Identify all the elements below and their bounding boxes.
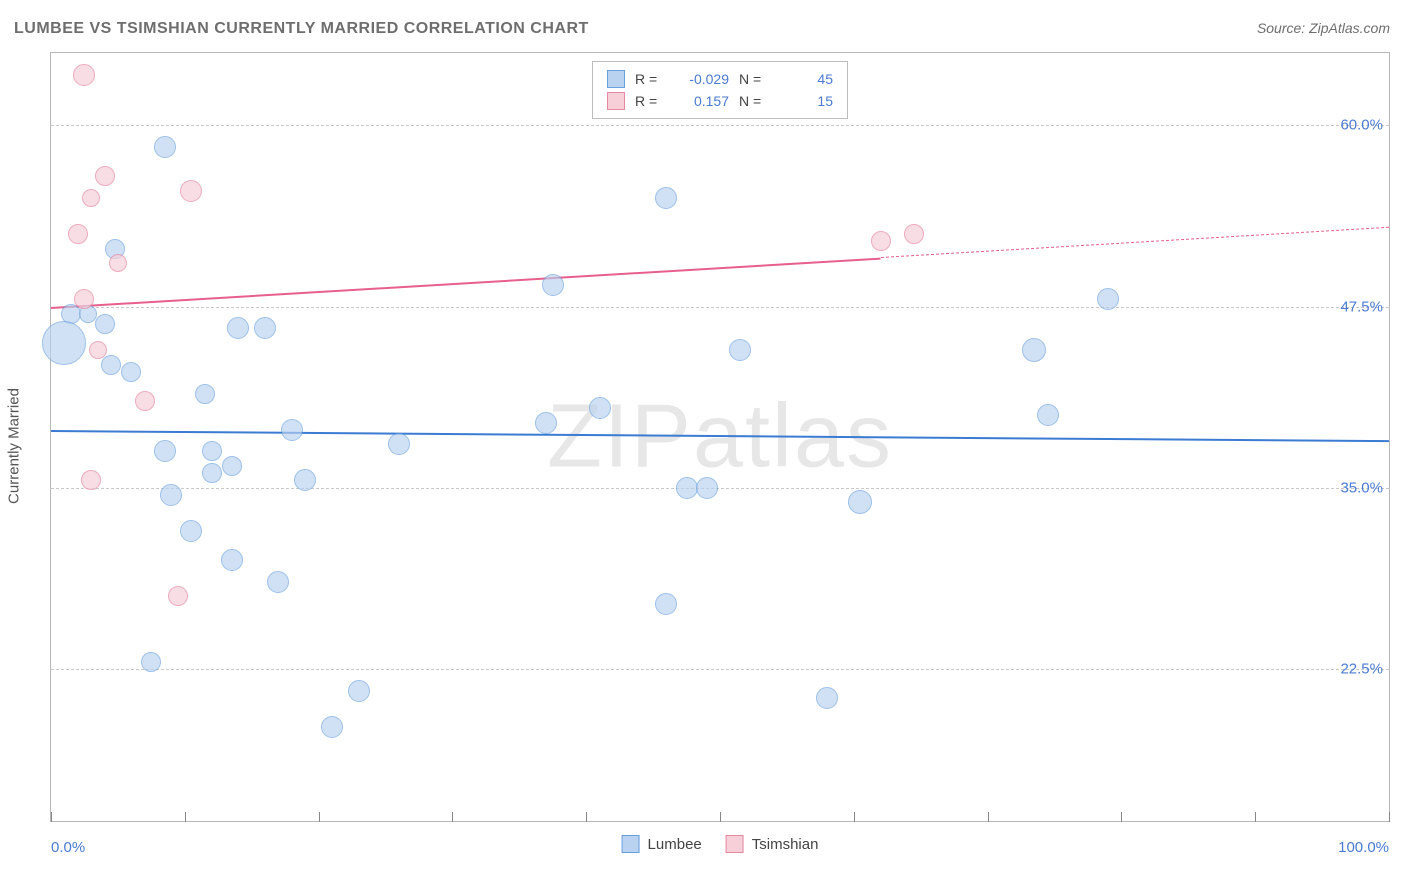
source-prefix: Source:	[1257, 20, 1309, 36]
data-point	[696, 477, 718, 499]
legend-row: R = 0.157 N = 15	[607, 90, 833, 112]
legend-label: Lumbee	[648, 836, 702, 853]
data-point	[542, 274, 564, 296]
data-point	[281, 419, 303, 441]
data-point	[729, 339, 751, 361]
data-point	[267, 571, 289, 593]
x-tick	[720, 812, 721, 822]
data-point	[321, 716, 343, 738]
data-point	[95, 314, 115, 334]
data-point	[676, 477, 698, 499]
x-tick	[185, 812, 186, 822]
trend-line	[51, 257, 881, 308]
y-tick-label: 60.0%	[1340, 117, 1383, 134]
data-point	[180, 520, 202, 542]
y-tick-label: 47.5%	[1340, 298, 1383, 315]
data-point	[1037, 404, 1059, 426]
data-point	[655, 593, 677, 615]
x-tick-label: 0.0%	[51, 839, 85, 856]
data-point	[121, 362, 141, 382]
data-point	[254, 317, 276, 339]
legend-n-value: 45	[777, 68, 833, 90]
gridline	[51, 125, 1389, 126]
legend-item: Lumbee	[622, 835, 702, 853]
data-point	[1097, 288, 1119, 310]
legend-swatch	[607, 70, 625, 88]
legend-n-label: N =	[739, 68, 767, 90]
data-point	[154, 440, 176, 462]
legend-label: Tsimshian	[752, 836, 819, 853]
legend-n-value: 15	[777, 90, 833, 112]
x-tick	[988, 812, 989, 822]
data-point	[227, 317, 249, 339]
legend-n-label: N =	[739, 90, 767, 112]
source-value: ZipAtlas.com	[1309, 20, 1390, 36]
data-point	[348, 680, 370, 702]
data-point	[154, 136, 176, 158]
data-point	[42, 321, 86, 365]
legend-r-label: R =	[635, 90, 663, 112]
data-point	[89, 341, 107, 359]
data-point	[294, 469, 316, 491]
data-point	[202, 441, 222, 461]
chart-title: LUMBEE VS TSIMSHIAN CURRENTLY MARRIED CO…	[14, 20, 589, 38]
data-point	[388, 433, 410, 455]
data-point	[180, 180, 202, 202]
gridline	[51, 307, 1389, 308]
source-label: Source: ZipAtlas.com	[1257, 20, 1390, 36]
correlation-legend: R = -0.029 N = 45 R = 0.157 N = 15	[592, 61, 848, 119]
legend-r-label: R =	[635, 68, 663, 90]
gridline	[51, 488, 1389, 489]
x-tick	[1255, 812, 1256, 822]
chart-container: LUMBEE VS TSIMSHIAN CURRENTLY MARRIED CO…	[0, 0, 1406, 892]
x-tick-label: 100.0%	[1338, 839, 1389, 856]
trend-line	[881, 227, 1389, 258]
data-point	[222, 456, 242, 476]
data-point	[848, 490, 872, 514]
data-point	[135, 391, 155, 411]
data-point	[81, 470, 101, 490]
data-point	[1022, 338, 1046, 362]
data-point	[816, 687, 838, 709]
plot-area: ZIPatlas R =-0.029N =45R =0.157N =15 Lum…	[50, 52, 1390, 822]
legend-swatch	[726, 835, 744, 853]
data-point	[101, 355, 121, 375]
y-axis-label: Currently Married	[6, 388, 23, 504]
data-point	[195, 384, 215, 404]
data-point	[655, 187, 677, 209]
data-point	[589, 397, 611, 419]
data-point	[82, 189, 100, 207]
x-tick	[51, 812, 52, 822]
data-point	[74, 289, 94, 309]
data-point	[904, 224, 924, 244]
x-tick	[319, 812, 320, 822]
legend-r-value: -0.029	[673, 68, 729, 90]
gridline	[51, 669, 1389, 670]
x-tick	[1121, 812, 1122, 822]
trend-line	[51, 430, 1389, 442]
data-point	[202, 463, 222, 483]
data-point	[68, 224, 88, 244]
data-point	[109, 254, 127, 272]
data-point	[535, 412, 557, 434]
legend-row: R = -0.029 N = 45	[607, 68, 833, 90]
x-tick	[1389, 812, 1390, 822]
y-tick-label: 35.0%	[1340, 479, 1383, 496]
legend-swatch	[607, 92, 625, 110]
series-legend: Lumbee Tsimshian	[622, 835, 819, 853]
data-point	[141, 652, 161, 672]
data-point	[95, 166, 115, 186]
legend-item: Tsimshian	[726, 835, 819, 853]
data-point	[871, 231, 891, 251]
data-point	[221, 549, 243, 571]
data-point	[168, 586, 188, 606]
x-tick	[452, 812, 453, 822]
x-tick	[854, 812, 855, 822]
data-point	[160, 484, 182, 506]
x-tick	[586, 812, 587, 822]
data-point	[73, 64, 95, 86]
y-tick-label: 22.5%	[1340, 660, 1383, 677]
legend-swatch	[622, 835, 640, 853]
legend-r-value: 0.157	[673, 90, 729, 112]
